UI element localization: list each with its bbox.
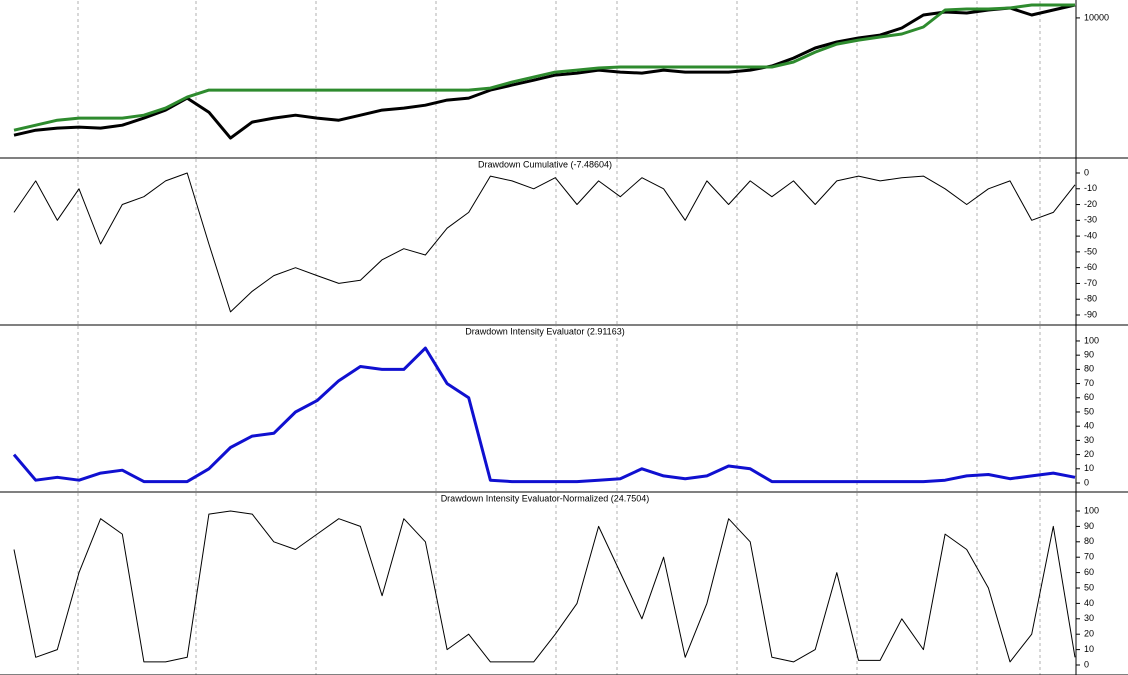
y-tick-label: -70	[1084, 278, 1097, 288]
y-tick-label: 70	[1084, 552, 1094, 562]
y-tick-label: -20	[1084, 199, 1097, 209]
panel: 0 10 20 30 40 50 60 70 80 90 100 Drawdown Intensity…	[0, 325, 1128, 493]
y-tick-label: 30	[1084, 613, 1094, 623]
y-tick-label: 70	[1084, 378, 1094, 388]
y-tick-label: 80	[1084, 364, 1094, 374]
y-tick-label: -50	[1084, 246, 1097, 256]
y-tick-label: 20	[1084, 629, 1094, 639]
y-tick-label: 0	[1084, 167, 1089, 177]
y-tick-label: 10000	[1084, 12, 1109, 22]
panel-title: Drawdown Intensity Evaluator-Normalized …	[441, 493, 650, 503]
y-tick-label: -60	[1084, 262, 1097, 272]
y-tick-label: 40	[1084, 421, 1094, 431]
panel-title-background	[438, 493, 652, 504]
y-tick-label: 30	[1084, 435, 1094, 445]
y-tick-label: 80	[1084, 536, 1094, 546]
panel: 10000	[0, 0, 1128, 159]
panel-title-background	[475, 159, 615, 170]
y-tick-label: 60	[1084, 567, 1094, 577]
y-tick-label: 40	[1084, 598, 1094, 608]
data-line	[13, 510, 1076, 663]
data-line	[13, 172, 1076, 313]
y-tick-label: 100	[1084, 335, 1099, 345]
panel-title: Drawdown Intensity Evaluator (2.91163)	[465, 326, 624, 336]
y-tick-label: 90	[1084, 521, 1094, 531]
y-tick-label: 0	[1084, 477, 1089, 487]
y-tick-label: 50	[1084, 582, 1094, 592]
y-tick-label: 0	[1084, 659, 1089, 669]
data-line	[13, 3, 1075, 132]
y-tick-label: 10	[1084, 463, 1094, 473]
y-tick-label: -90	[1084, 309, 1097, 319]
panel: 0 -10 -20 -30 -40 -50 -60 -70 -80 -90 Drawdown Cum…	[0, 158, 1128, 326]
y-tick-label: -10	[1084, 183, 1097, 193]
y-tick-label: 20	[1084, 449, 1094, 459]
panel-title: Drawdown Cumulative (-7.48604)	[478, 159, 612, 169]
data-line	[13, 3, 1076, 140]
y-tick-label: -30	[1084, 215, 1097, 225]
y-tick-label: 50	[1084, 406, 1094, 416]
y-tick-label: 60	[1084, 392, 1094, 402]
y-tick-label: -40	[1084, 230, 1097, 240]
y-tick-label: -80	[1084, 294, 1097, 304]
data-line	[12, 346, 1076, 484]
panel: 0 10 20 30 40 50 60 70 80 90 100 Drawdown Intensity…	[0, 492, 1128, 675]
y-tick-label: 10	[1084, 644, 1094, 654]
panel-title-background	[463, 326, 627, 337]
y-tick-label: 100	[1084, 505, 1099, 515]
y-tick-label: 90	[1084, 350, 1094, 360]
